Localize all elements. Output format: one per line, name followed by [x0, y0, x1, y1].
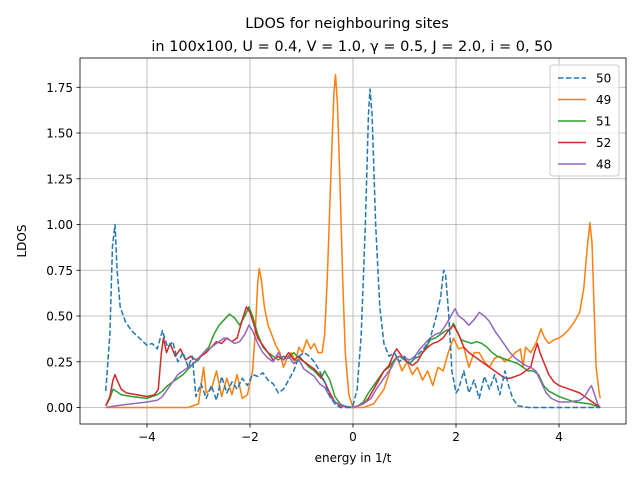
plot-area-frame: [79, 57, 627, 425]
y-tick-label: 1.50: [46, 127, 73, 141]
series-lines: [105, 73, 601, 409]
y-tick-label: 0.75: [46, 264, 73, 278]
legend: 50 49 51 52 48: [549, 64, 620, 177]
x-tick-label: 4: [555, 430, 563, 444]
x-axis-ticks: −4 −2 0 2 4: [138, 424, 563, 444]
y-tick-label: 0.50: [46, 310, 73, 324]
x-tick-label: −4: [138, 430, 156, 444]
series-line-48: [105, 307, 601, 409]
series-line-49: [105, 73, 601, 409]
x-tick-label: 2: [452, 430, 460, 444]
y-axis-label: LDOS: [15, 225, 29, 258]
legend-label-51: 51: [596, 115, 611, 129]
legend-label-48: 48: [596, 158, 611, 172]
y-axis-ticks: 0.00 0.25 0.50 0.75 1.00 1.25 1.50 1.75: [46, 81, 80, 415]
legend-label-50: 50: [596, 72, 611, 86]
y-tick-label: 1.00: [46, 218, 73, 232]
y-tick-label: 0.25: [46, 355, 73, 369]
x-axis-label: energy in 1/t: [315, 451, 392, 465]
x-tick-label: −2: [241, 430, 259, 444]
chart-title-line1: LDOS for neighbouring sites: [245, 16, 449, 32]
series-line-52: [105, 306, 601, 409]
x-tick-label: 0: [349, 430, 357, 444]
series-line-50: [105, 88, 601, 409]
legend-label-52: 52: [596, 136, 611, 150]
y-tick-label: 1.75: [46, 81, 73, 95]
y-tick-label: 0.00: [46, 401, 73, 415]
y-tick-label: 1.25: [46, 172, 73, 186]
legend-label-49: 49: [596, 93, 611, 107]
grid: [80, 58, 626, 424]
chart-title-line2: in 100x100, U = 0.4, V = 1.0, γ = 0.5, J…: [151, 39, 552, 55]
